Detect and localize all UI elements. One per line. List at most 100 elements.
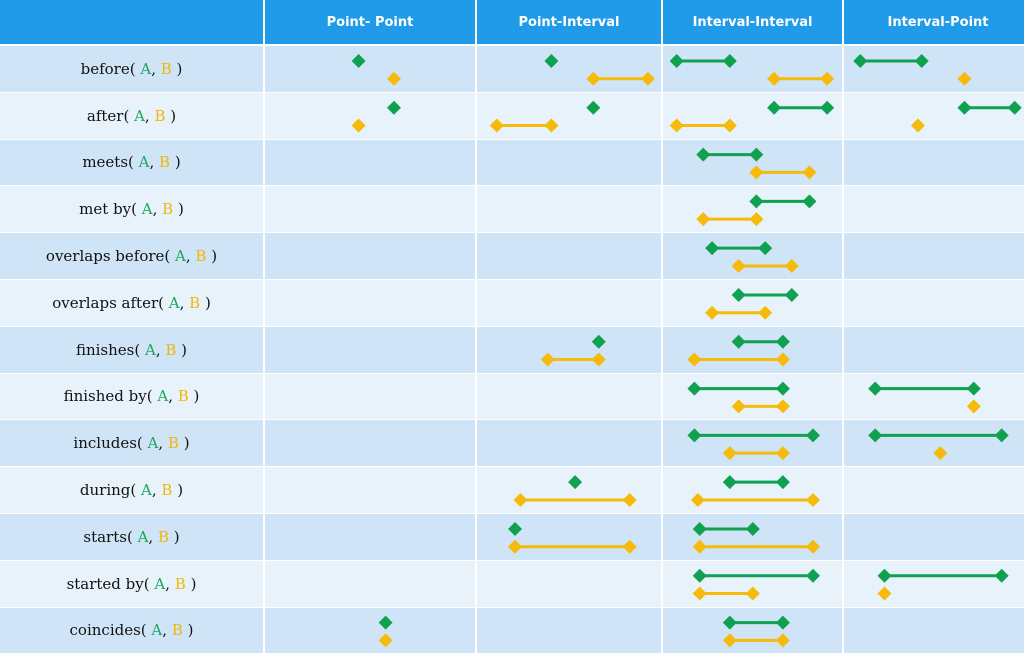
comma: , [152,200,163,219]
relation-name: meets [82,153,129,172]
cell-r11-c2 [663,560,842,608]
comma: , [148,527,158,546]
header-corner [0,0,263,46]
operand-a: A [137,527,149,546]
cell-r10-c0 [265,513,475,561]
close-paren: ) [171,59,183,78]
cell-r10-c2 [663,513,842,561]
relation-name: starts [83,527,127,546]
relation-name: includes [73,434,137,453]
relation-name: finishes [75,340,135,359]
row-label-includes: includes( A, B ) [0,420,263,468]
cell-r1-c0 [265,92,475,140]
close-paren: ) [182,621,194,640]
column-header-interval-point: Interval-Point [844,0,1024,46]
open-paren: ( [134,340,145,359]
close-paren: ) [185,574,197,593]
cell-r0-c0 [265,46,475,93]
cell-r7-c3 [844,373,1024,421]
cell-r2-c3 [844,139,1024,187]
cell-r12-c2 [663,607,842,654]
close-paren: ) [169,527,180,546]
relation-name: before [80,59,130,78]
row-label-started-by: started by( A, B ) [0,560,263,608]
cell-r5-c1 [477,279,661,327]
cell-r11-c3 [844,560,1024,608]
relation-name: finished by [63,387,147,406]
operand-b: B [174,574,186,593]
close-paren: ) [172,481,184,500]
close-paren: ) [170,153,181,172]
open-paren: ( [130,481,142,500]
cell-r4-c3 [844,233,1024,280]
operand-b: B [165,340,177,359]
row-label-overlaps-before: overlaps before( A, B ) [0,233,263,280]
relation-name: met by [79,200,132,219]
row-label-finished-by: finished by( A, B ) [0,373,263,421]
cell-r10-c1 [477,513,661,561]
cell-r6-c3 [844,326,1024,374]
row-label-during: during( A, B ) [0,467,263,514]
open-paren: ( [164,247,176,266]
operand-a: A [175,247,186,266]
operand-b: B [154,106,166,125]
cell-r9-c2 [663,467,842,514]
cell-r3-c1 [477,186,661,234]
row-label-before: before( A, B ) [0,46,263,93]
cell-r2-c1 [477,139,661,187]
close-paren: ) [200,293,211,312]
comma: , [151,481,162,500]
open-paren: ( [136,434,148,453]
operand-a: A [138,153,150,172]
cell-r4-c0 [265,233,475,280]
operand-b: B [177,387,189,406]
cell-r4-c1 [477,233,661,280]
operand-b: B [157,527,169,546]
cell-r7-c0 [265,373,475,421]
cell-r7-c1 [477,373,661,421]
comma: , [151,59,161,78]
open-paren: ( [158,293,169,312]
operand-a: A [151,621,163,640]
relation-name: coincides [69,621,141,640]
operand-b: B [161,481,173,500]
cell-r0-c1 [477,46,661,93]
cell-r8-c2 [663,420,842,468]
cell-r1-c2 [663,92,842,140]
row-label-overlaps-after: overlaps after( A, B ) [0,279,263,327]
open-paren: ( [143,574,155,593]
column-header-point-interval: Point-Interval [477,0,661,46]
cell-r10-c3 [844,513,1024,561]
operand-b: B [167,434,179,453]
operand-a: A [141,481,152,500]
operand-a: A [141,200,153,219]
cell-r6-c1 [477,326,661,374]
close-paren: ) [188,387,200,406]
cell-r2-c2 [663,139,842,187]
relation-name: started by [66,574,144,593]
cell-r11-c1 [477,560,661,608]
cell-r3-c2 [663,186,842,234]
row-label-after: after( A, B ) [0,92,263,140]
column-header-interval-interval: Interval-Interval [663,0,842,46]
operand-a: A [168,293,180,312]
cell-r5-c3 [844,279,1024,327]
cell-r1-c3 [844,92,1024,140]
cell-r4-c2 [663,233,842,280]
comma: , [155,340,166,359]
cell-r3-c0 [265,186,475,234]
cell-r5-c2 [663,279,842,327]
cell-r11-c0 [265,560,475,608]
row-label-finishes: finishes( A, B ) [0,326,263,374]
cell-r6-c0 [265,326,475,374]
comma: , [185,247,196,266]
relation-name: after [86,106,124,125]
operand-b: B [195,247,207,266]
operand-a: A [134,106,145,125]
relation-name: overlaps after [52,293,159,312]
row-label-met-by: met by( A, B ) [0,186,263,234]
open-paren: ( [126,527,138,546]
open-paren: ( [128,153,139,172]
cell-r3-c3 [844,186,1024,234]
comma: , [162,621,172,640]
